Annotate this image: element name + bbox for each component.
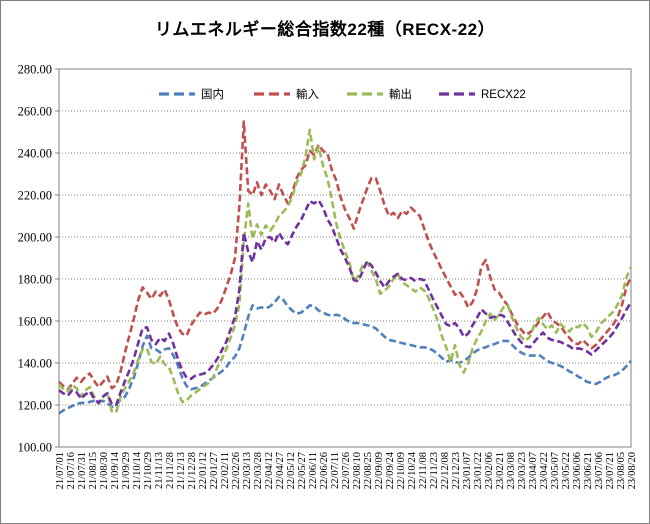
x-tick-label: 23/07/21 [605, 452, 616, 489]
y-tick-label: 100.00 [18, 441, 52, 455]
x-tick-label: 23/04/07 [528, 452, 539, 489]
x-tick-label: 23/08/05 [616, 452, 627, 489]
x-tick-label: 21/10/14 [132, 451, 143, 489]
x-tick-label: 22/08/10 [352, 452, 363, 489]
x-tick-label: 21/12/28 [187, 452, 198, 489]
plot-border [58, 68, 632, 448]
legend-label-exports: 輸出 [389, 87, 412, 101]
y-tick-label: 160.00 [18, 315, 52, 329]
legend-item-exports: 輸出 [347, 87, 412, 101]
y-tick-label: 280.00 [18, 63, 52, 77]
x-tick-label: 22/08/25 [363, 452, 374, 489]
x-tick-label: 21/09/29 [121, 452, 132, 489]
x-tick-label: 23/05/22 [561, 452, 572, 489]
x-tick-label: 21/08/15 [88, 452, 99, 489]
x-tick-label: 23/03/23 [517, 452, 528, 489]
legend-item-domestic: 国内 [159, 87, 224, 101]
y-tick-label: 180.00 [18, 273, 52, 287]
x-tick-label: 22/06/11 [308, 452, 319, 489]
x-tick-label: 22/12/23 [451, 452, 462, 489]
x-tick-label: 23/01/22 [473, 452, 484, 489]
x-tick-label: 22/10/24 [407, 451, 418, 489]
legend: 国内 輸入 輸出 RECX22 [159, 87, 526, 101]
x-tick-label: 22/05/12 [286, 452, 297, 489]
legend-label-domestic: 国内 [201, 87, 224, 101]
x-tick-label: 22/12/08 [440, 452, 451, 489]
legend-item-imports: 輸入 [254, 87, 319, 101]
y-tick-label: 120.00 [18, 399, 52, 413]
x-tick-label: 22/09/09 [374, 452, 385, 489]
y-tick-label: 140.00 [18, 357, 52, 371]
gridlines [59, 110, 631, 406]
x-tick-label: 21/11/28 [165, 452, 176, 489]
x-tick-label: 21/11/13 [154, 452, 165, 489]
x-tick-label: 22/03/28 [253, 452, 264, 489]
x-tick-label: 22/03/13 [242, 452, 253, 489]
x-tick-label: 23/04/22 [539, 452, 550, 489]
x-tick-label: 22/07/26 [341, 452, 352, 489]
series-line-imports [58, 120, 633, 391]
x-tick-label: 21/07/31 [77, 452, 88, 489]
legend-label-imports: 輸入 [296, 87, 319, 101]
x-tick-label: 21/07/16 [66, 452, 77, 489]
x-tick-label: 21/08/30 [99, 452, 110, 489]
x-tick-label: 23/01/07 [462, 452, 473, 489]
x-tick-label: 23/03/08 [506, 452, 517, 489]
y-tick-label: 220.00 [18, 189, 52, 203]
x-tick-label: 22/04/27 [275, 452, 286, 489]
y-tick-label: 200.00 [18, 231, 52, 245]
x-tick-label: 23/06/21 [583, 452, 594, 489]
x-tick-label: 22/01/12 [198, 452, 209, 489]
series-line-recx22 [58, 199, 633, 407]
series-line-domestic [58, 295, 632, 415]
y-tick-label: 260.00 [18, 105, 52, 119]
x-tick-label: 22/02/26 [231, 452, 242, 489]
x-tick-label: 23/02/06 [484, 452, 495, 489]
x-tick-label: 23/05/07 [550, 452, 561, 489]
series-line-exports [57, 128, 633, 414]
x-tick-label: 22/01/27 [209, 452, 220, 489]
series-lines [57, 120, 633, 415]
x-tick-label: 21/12/13 [176, 452, 187, 489]
x-tick-label: 22/11/23 [429, 452, 440, 489]
y-axis-labels: 100.00 120.00 140.00 160.00 180.00 200.00 220.… [18, 63, 59, 455]
x-axis-labels: 21/07/01 21/07/16 21/07/31 21/08/15 21/08/30… [55, 451, 638, 489]
y-tick-label: 240.00 [18, 147, 52, 161]
x-tick-label: 21/10/29 [143, 452, 154, 489]
x-tick-label: 22/10/09 [396, 452, 407, 489]
x-tick-label: 22/07/11 [330, 452, 341, 489]
x-tick-label: 23/07/06 [594, 452, 605, 489]
x-tick-label: 23/06/06 [572, 452, 583, 489]
legend-label-recx22: RECX22 [481, 89, 526, 101]
x-tick-label: 22/11/08 [418, 452, 429, 489]
x-tick-label: 22/06/26 [319, 452, 330, 489]
legend-item-recx22: RECX22 [439, 89, 526, 101]
x-tick-label: 23/02/21 [495, 452, 506, 489]
x-tick-label: 22/04/12 [264, 452, 275, 489]
x-tick-label: 21/07/01 [55, 452, 66, 489]
x-tick-label: 21/09/14 [110, 451, 121, 489]
x-tick-label: 22/05/27 [297, 452, 308, 489]
x-tick-label: 23/08/20 [627, 452, 638, 489]
x-tick-label: 22/09/24 [385, 451, 396, 489]
x-tick-label: 22/02/11 [220, 452, 231, 489]
chart-title: リムエネルギー総合指数22種（RECX-22） [154, 20, 496, 39]
